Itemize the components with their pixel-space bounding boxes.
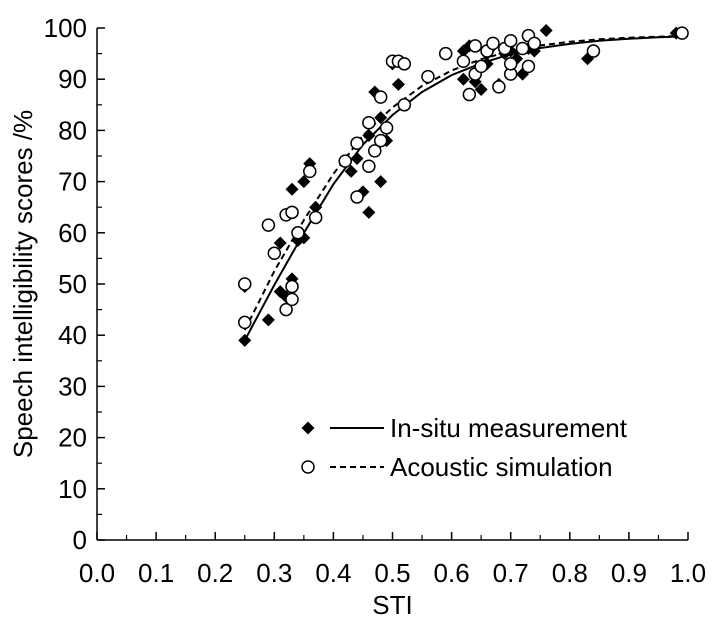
in-situ-point xyxy=(309,200,323,214)
in-situ-point xyxy=(456,72,470,86)
simulation-point xyxy=(373,133,388,148)
y-tick-label: 80 xyxy=(58,115,87,145)
in-situ-point xyxy=(285,182,299,196)
x-tick-label: 0.2 xyxy=(197,558,233,588)
x-tick-label: 1.0 xyxy=(670,558,706,588)
in-situ-point xyxy=(362,129,376,143)
in-situ-point xyxy=(391,77,405,91)
simulation-point xyxy=(421,69,435,84)
x-axis-title: STI xyxy=(372,590,412,620)
y-tick-label: 10 xyxy=(58,474,87,504)
x-tick-label: 0.9 xyxy=(611,558,647,588)
y-tick-label: 60 xyxy=(58,218,87,248)
simulation-point xyxy=(456,54,471,69)
simulation-point xyxy=(474,59,488,74)
simulation-point xyxy=(362,159,376,173)
x-tick-label: 0.3 xyxy=(256,558,292,588)
in-situ-point xyxy=(297,175,311,189)
simulation-point xyxy=(285,279,299,294)
y-axis-title: Speech intelligibility scores /% xyxy=(8,110,38,458)
in-situ-point xyxy=(374,175,388,189)
simulation-point xyxy=(397,98,412,112)
simulation-point xyxy=(285,205,299,220)
simulation-point xyxy=(267,246,282,261)
y-tick-label: 30 xyxy=(58,371,87,401)
simulation-point xyxy=(503,57,518,71)
simulation-point xyxy=(338,154,352,168)
legend-label-simulation: Acoustic simulation xyxy=(390,452,613,482)
simulation-point xyxy=(238,277,252,291)
simulation-point xyxy=(350,190,364,204)
x-tick-label: 0.6 xyxy=(434,558,470,588)
simulation-point xyxy=(492,80,506,94)
data-points xyxy=(238,24,689,347)
y-tick-label: 0 xyxy=(73,525,87,555)
simulation-point xyxy=(291,226,305,240)
legend-marker-in-situ xyxy=(301,421,315,435)
in-situ-point xyxy=(238,333,252,347)
legend-marker-simulation xyxy=(301,460,315,474)
simulation-point xyxy=(486,36,500,51)
simulation-point xyxy=(368,144,382,158)
simulation-point xyxy=(238,315,252,330)
in-situ-point xyxy=(273,236,287,250)
in-situ-point xyxy=(374,111,388,125)
legend-label-in-situ: In-situ measurement xyxy=(390,413,628,443)
simulation-point xyxy=(462,87,477,102)
y-tick-label: 40 xyxy=(58,320,87,350)
simulation-point xyxy=(527,36,542,51)
simulation-point xyxy=(303,164,317,179)
simulation-point xyxy=(379,121,394,135)
simulation-point xyxy=(515,41,530,56)
simulation-point xyxy=(308,210,323,225)
simulation-point xyxy=(438,46,453,61)
x-tick-label: 0.5 xyxy=(374,558,410,588)
in-situ-point xyxy=(344,164,358,178)
simulation-point xyxy=(285,292,299,307)
y-tick-label: 90 xyxy=(58,64,87,94)
in-situ-point xyxy=(539,24,553,38)
y-tick-label: 100 xyxy=(44,13,87,43)
simulation-point xyxy=(586,44,601,58)
simulation-point xyxy=(350,136,364,150)
in-situ-point xyxy=(350,152,364,166)
in-situ-point xyxy=(261,313,275,327)
simulation-point xyxy=(261,218,276,232)
in-situ-point xyxy=(474,82,488,96)
x-tick-label: 0.1 xyxy=(138,558,174,588)
y-tick-label: 50 xyxy=(58,269,87,299)
x-tick-label: 0.0 xyxy=(79,558,115,588)
axes: 0 10 20 30 40 50 60 70 80 90 100 0.0 0.1 0.2 0.3 0.4 0.5… xyxy=(44,13,706,588)
legend: In-situ measurement Acoustic simulation xyxy=(301,413,628,482)
x-tick-label: 0.8 xyxy=(552,558,588,588)
in-situ-point xyxy=(362,205,376,219)
y-tick-label: 70 xyxy=(58,167,87,197)
simulation-point xyxy=(279,302,293,317)
simulation-point xyxy=(468,39,482,53)
simulation-point xyxy=(521,59,536,74)
x-tick-label: 0.4 xyxy=(315,558,351,588)
y-tick-label: 20 xyxy=(58,423,87,453)
simulation-point xyxy=(503,34,518,48)
simulation-point xyxy=(362,115,376,130)
x-tick-label: 0.7 xyxy=(493,558,529,588)
simulation-point xyxy=(675,26,689,40)
simulation-point xyxy=(373,90,388,104)
simulation-point xyxy=(397,57,412,71)
